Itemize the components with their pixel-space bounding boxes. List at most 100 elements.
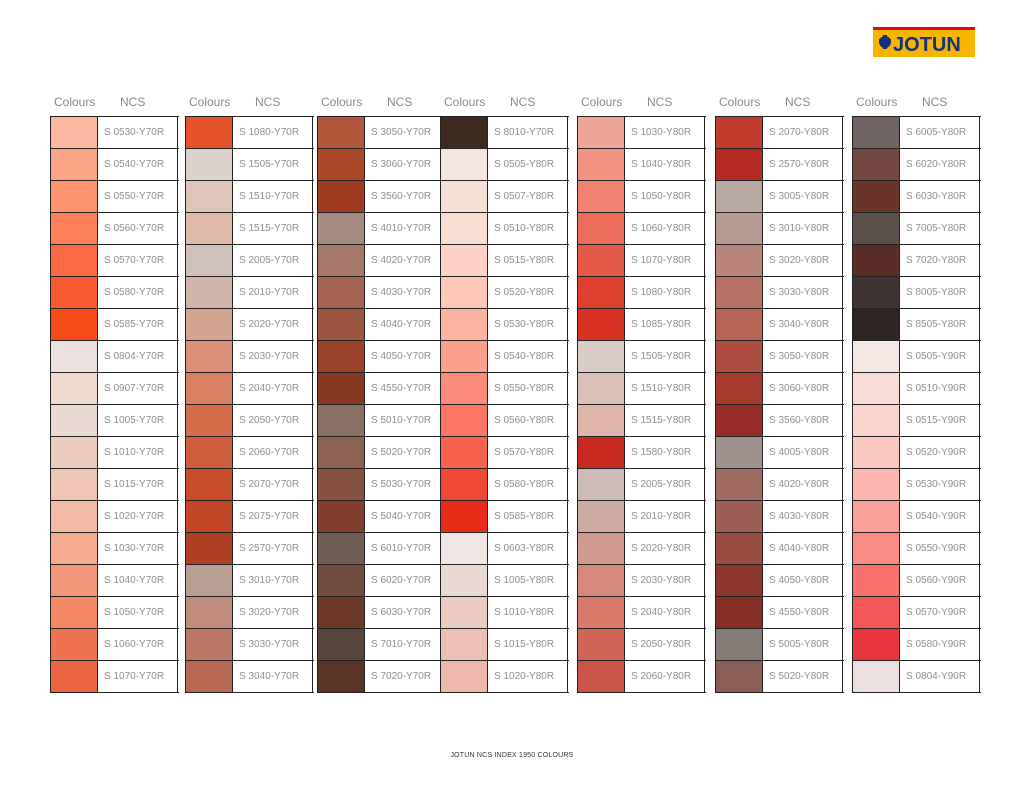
ncs-code: S 1040-Y80R <box>625 149 705 180</box>
colour-row: S 4040-Y80R <box>716 533 844 565</box>
colour-swatch <box>186 309 233 340</box>
ncs-code: S 2050-Y70R <box>233 405 313 436</box>
colour-swatch <box>318 149 365 180</box>
colour-swatch <box>716 437 763 468</box>
ncs-code: S 3010-Y80R <box>763 213 843 244</box>
colours-header: Colours <box>54 95 96 109</box>
colour-column: Colours NCS S 2070-Y80R S 2570-Y80R S 3005-Y… <box>715 90 844 693</box>
ncs-code: S 5010-Y70R <box>365 405 445 436</box>
colour-row: S 1505-Y80R <box>578 341 706 373</box>
colour-swatch <box>716 213 763 244</box>
ncs-code: S 1060-Y80R <box>625 213 705 244</box>
colour-swatch <box>716 245 763 276</box>
colour-swatch <box>441 469 488 500</box>
colour-row: S 1010-Y70R <box>51 437 179 469</box>
colour-swatch <box>186 469 233 500</box>
ncs-code: S 1070-Y70R <box>98 661 178 692</box>
colours-header: Colours <box>856 95 898 109</box>
colour-swatch <box>578 341 625 372</box>
colour-swatch <box>186 405 233 436</box>
colour-swatch <box>441 373 488 404</box>
colour-row: S 1580-Y80R <box>578 437 706 469</box>
colour-swatch <box>51 181 98 212</box>
ncs-code: S 3560-Y80R <box>763 405 843 436</box>
colour-swatch <box>51 629 98 660</box>
colour-row: S 0585-Y80R <box>441 501 569 533</box>
colour-row: S 3060-Y80R <box>716 373 844 405</box>
ncs-code: S 1050-Y80R <box>625 181 705 212</box>
colour-row: S 0530-Y70R <box>51 117 179 149</box>
colour-swatch <box>51 309 98 340</box>
ncs-code: S 1005-Y70R <box>98 405 178 436</box>
colour-swatch <box>186 277 233 308</box>
colour-row: S 7020-Y80R <box>853 245 981 277</box>
ncs-code: S 2060-Y70R <box>233 437 313 468</box>
colour-swatch <box>716 277 763 308</box>
ncs-code: S 2005-Y70R <box>233 245 313 276</box>
ncs-code: S 3005-Y80R <box>763 181 843 212</box>
ncs-code: S 1085-Y80R <box>625 309 705 340</box>
ncs-code: S 0530-Y70R <box>98 117 178 148</box>
colour-row: S 1085-Y80R <box>578 309 706 341</box>
ncs-code: S 2030-Y70R <box>233 341 313 372</box>
ncs-code: S 3060-Y70R <box>365 149 445 180</box>
ncs-code: S 0550-Y80R <box>488 373 568 404</box>
colour-swatch <box>441 437 488 468</box>
ncs-code: S 0550-Y70R <box>98 181 178 212</box>
colour-swatch <box>853 117 900 148</box>
colour-row: S 5020-Y80R <box>716 661 844 693</box>
ncs-code: S 8505-Y80R <box>900 309 980 340</box>
colour-swatch <box>318 341 365 372</box>
ncs-code: S 0580-Y80R <box>488 469 568 500</box>
colour-row: S 2075-Y70R <box>186 501 314 533</box>
ncs-code: S 1020-Y80R <box>488 661 568 692</box>
colour-swatch <box>186 597 233 628</box>
ncs-code: S 2030-Y80R <box>625 565 705 596</box>
colour-row: S 3560-Y80R <box>716 405 844 437</box>
ncs-code: S 1070-Y80R <box>625 245 705 276</box>
colour-swatch <box>51 149 98 180</box>
colour-swatch <box>716 341 763 372</box>
colour-swatch <box>578 181 625 212</box>
colour-swatch <box>578 661 625 692</box>
ncs-code: S 0804-Y70R <box>98 341 178 372</box>
colour-swatch <box>318 117 365 148</box>
colour-row: S 1080-Y70R <box>186 117 314 149</box>
colour-row: S 1050-Y70R <box>51 597 179 629</box>
colour-row: S 2005-Y70R <box>186 245 314 277</box>
colour-row: S 0505-Y90R <box>853 341 981 373</box>
colour-swatch <box>318 213 365 244</box>
ncs-code: S 1515-Y70R <box>233 213 313 244</box>
colour-row: S 1040-Y70R <box>51 565 179 597</box>
colour-row: S 0570-Y90R <box>853 597 981 629</box>
colour-swatch <box>51 661 98 692</box>
ncs-code: S 2020-Y80R <box>625 533 705 564</box>
colour-swatch <box>441 597 488 628</box>
colour-swatch <box>51 341 98 372</box>
ncs-code: S 0550-Y90R <box>900 533 980 564</box>
ncs-code: S 0510-Y80R <box>488 213 568 244</box>
jotun-logo-graphic: JOTUN <box>873 27 975 57</box>
colour-row: S 0540-Y80R <box>441 341 569 373</box>
colour-row: S 4040-Y70R <box>318 309 446 341</box>
colour-swatch <box>441 277 488 308</box>
colour-row: S 5020-Y70R <box>318 437 446 469</box>
colour-swatch <box>853 629 900 660</box>
ncs-code: S 4020-Y70R <box>365 245 445 276</box>
colours-header: Colours <box>719 95 761 109</box>
colour-row: S 0507-Y80R <box>441 181 569 213</box>
colour-swatch <box>186 533 233 564</box>
colour-swatch <box>578 373 625 404</box>
colour-row: S 2010-Y80R <box>578 501 706 533</box>
colour-column: Colours NCS S 6005-Y80R S 6020-Y80R S 6030-Y… <box>852 90 981 693</box>
ncs-code: S 1020-Y70R <box>98 501 178 532</box>
colour-swatch <box>441 309 488 340</box>
colour-swatch <box>716 533 763 564</box>
colour-swatch <box>186 501 233 532</box>
colour-row: S 3010-Y80R <box>716 213 844 245</box>
colours-header: Colours <box>321 95 363 109</box>
ncs-code: S 0570-Y70R <box>98 245 178 276</box>
colour-row: S 1505-Y70R <box>186 149 314 181</box>
ncs-code: S 1040-Y70R <box>98 565 178 596</box>
ncs-code: S 3050-Y80R <box>763 341 843 372</box>
